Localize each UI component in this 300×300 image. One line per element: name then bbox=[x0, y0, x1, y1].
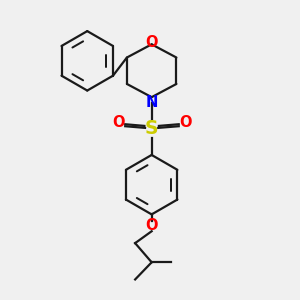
Text: O: O bbox=[146, 35, 158, 50]
Text: O: O bbox=[179, 115, 192, 130]
Text: S: S bbox=[145, 119, 158, 138]
Text: O: O bbox=[112, 115, 125, 130]
Text: O: O bbox=[146, 218, 158, 233]
Text: N: N bbox=[146, 94, 158, 110]
